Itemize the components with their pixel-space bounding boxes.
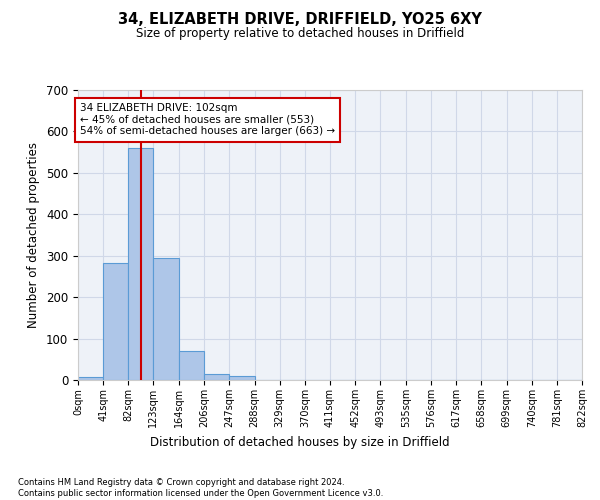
Text: Contains HM Land Registry data © Crown copyright and database right 2024.
Contai: Contains HM Land Registry data © Crown c… — [18, 478, 383, 498]
Bar — [128, 148, 154, 380]
Bar — [229, 376, 254, 380]
Text: Distribution of detached houses by size in Driffield: Distribution of detached houses by size … — [150, 436, 450, 449]
Bar — [154, 258, 179, 380]
Bar — [205, 374, 229, 380]
Text: Size of property relative to detached houses in Driffield: Size of property relative to detached ho… — [136, 28, 464, 40]
Bar — [78, 376, 103, 380]
Y-axis label: Number of detached properties: Number of detached properties — [28, 142, 40, 328]
Bar — [103, 263, 128, 380]
Text: 34 ELIZABETH DRIVE: 102sqm
← 45% of detached houses are smaller (553)
54% of sem: 34 ELIZABETH DRIVE: 102sqm ← 45% of deta… — [80, 104, 335, 136]
Bar — [179, 351, 203, 380]
Text: 34, ELIZABETH DRIVE, DRIFFIELD, YO25 6XY: 34, ELIZABETH DRIVE, DRIFFIELD, YO25 6XY — [118, 12, 482, 28]
